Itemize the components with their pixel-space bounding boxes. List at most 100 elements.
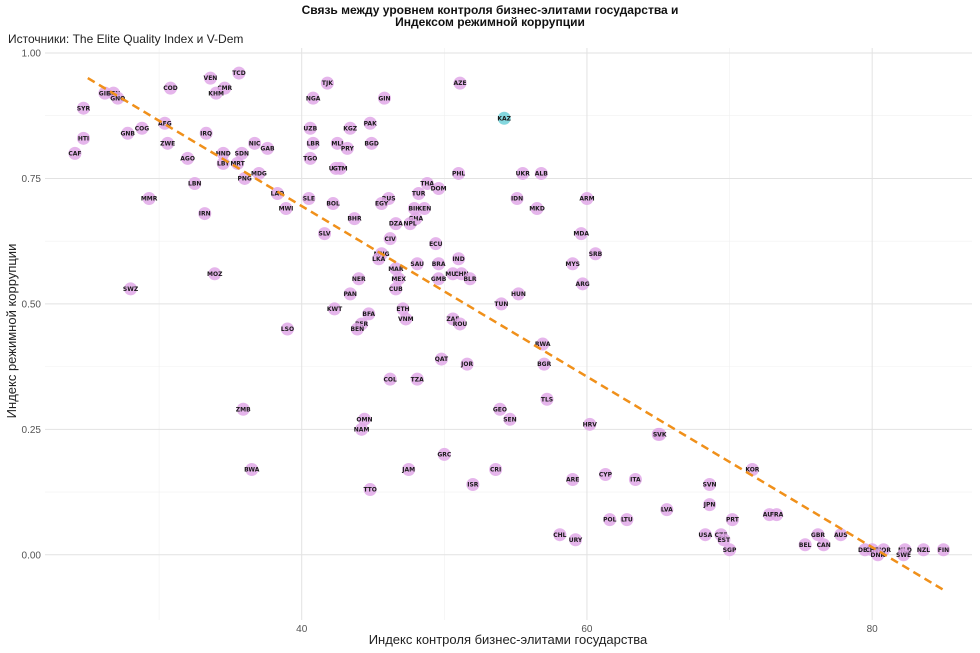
point-label: UZB <box>303 125 317 132</box>
point-marker <box>429 237 443 251</box>
data-point-ven: VEN <box>203 71 217 85</box>
point-marker <box>280 322 294 336</box>
point-marker <box>135 121 149 135</box>
point-marker <box>320 76 334 90</box>
point-label: GNQ <box>110 95 125 102</box>
point-label: BGD <box>364 140 378 147</box>
data-point-geo: GEO <box>493 402 507 416</box>
data-point-gnb: GNB <box>120 126 135 140</box>
point-label: SLV <box>319 231 331 238</box>
point-label: HTI <box>78 135 89 142</box>
point-marker <box>725 513 739 527</box>
data-point-sen: SEN <box>503 412 517 426</box>
data-point-lbn: LBN <box>188 176 202 190</box>
point-label: MYS <box>565 261 580 268</box>
point-label: ARM <box>579 196 594 203</box>
point-marker <box>566 257 580 271</box>
point-label: MMR <box>141 196 158 203</box>
data-point-hun: HUN <box>511 287 526 301</box>
point-marker <box>68 146 82 160</box>
data-point-gin: GIN <box>377 91 391 105</box>
point-label: GBR <box>811 532 825 539</box>
data-point-cri: CRI <box>489 462 503 476</box>
data-point-rwa: RWA <box>535 337 551 351</box>
point-label: KEN <box>417 206 431 213</box>
point-label: POL <box>603 517 616 524</box>
point-marker <box>328 302 342 316</box>
data-point-lao: LAO <box>271 187 284 201</box>
point-label: NZL <box>917 547 930 554</box>
point-label: ITA <box>630 477 641 484</box>
data-point-est: EST <box>717 533 731 547</box>
point-label: TZA <box>411 376 424 383</box>
point-marker <box>432 257 446 271</box>
point-label: LVA <box>661 507 673 514</box>
point-marker <box>203 71 217 85</box>
data-point-ury: URY <box>569 533 583 547</box>
point-marker <box>553 528 567 542</box>
point-marker <box>576 277 590 291</box>
point-marker <box>199 126 213 140</box>
point-label: LBR <box>307 140 320 147</box>
data-point-blr: BLR <box>463 272 477 286</box>
data-point-tza: TZA <box>411 372 424 386</box>
point-marker <box>232 66 246 80</box>
point-label: CIV <box>384 236 396 243</box>
point-label: SWZ <box>123 286 139 293</box>
point-marker <box>396 302 410 316</box>
point-label: PRY <box>341 145 355 152</box>
point-marker <box>489 462 503 476</box>
point-label: ALB <box>535 171 548 178</box>
point-label: GRC <box>437 452 452 459</box>
point-marker <box>389 282 403 296</box>
point-label: PRT <box>726 517 740 524</box>
data-point-mdg: MDG <box>251 166 267 180</box>
point-marker <box>362 307 376 321</box>
data-point-can: CAN <box>817 538 831 552</box>
point-label: CHN <box>454 271 468 278</box>
point-label: GNB <box>120 130 135 137</box>
point-label: DEU <box>858 547 872 554</box>
data-point-uzb: UZB <box>303 121 318 135</box>
y-tick-label: 0.50 <box>22 299 42 310</box>
point-marker <box>566 473 580 487</box>
point-marker <box>798 538 812 552</box>
data-point-moz: MOZ <box>207 267 223 281</box>
point-label: HUN <box>511 291 526 298</box>
data-point-are: ARE <box>566 473 580 487</box>
point-marker <box>188 176 202 190</box>
data-point-gab: GAB <box>260 141 275 155</box>
data-point-kwt: KWT <box>327 302 343 316</box>
data-point-lso: LSO <box>280 322 294 336</box>
data-point-cod: COD <box>163 81 178 95</box>
data-point-usa: USA <box>698 528 713 542</box>
point-marker <box>588 247 602 261</box>
point-label: KOR <box>745 467 759 474</box>
point-marker <box>216 146 230 160</box>
point-label: ISR <box>467 482 479 489</box>
point-label: MLI <box>331 140 343 147</box>
point-label: CRI <box>490 467 501 474</box>
data-point-eth: ETH <box>396 302 410 316</box>
point-label: GHA <box>409 216 424 223</box>
point-label: AGO <box>180 155 195 162</box>
chart-title-line-2: Индексом режимной коррупции <box>395 15 585 29</box>
point-label: SRB <box>589 251 603 258</box>
data-point-col: COL <box>383 372 397 386</box>
point-marker <box>452 166 466 180</box>
point-label: MRT <box>230 161 245 168</box>
point-marker <box>383 372 397 386</box>
data-point-mex: MEX <box>391 272 406 286</box>
point-label: TUN <box>494 301 508 308</box>
point-marker <box>333 161 347 175</box>
point-marker <box>350 322 364 336</box>
point-label: KHM <box>208 90 224 97</box>
point-label: KWT <box>327 306 343 313</box>
point-label: MKD <box>529 206 545 213</box>
data-point-irq: IRQ <box>199 126 213 140</box>
data-point-svn: SVN <box>703 478 717 492</box>
point-label: SWE <box>896 552 911 559</box>
point-label: HRV <box>583 421 598 428</box>
point-marker <box>534 166 548 180</box>
point-label: SEN <box>503 416 516 423</box>
